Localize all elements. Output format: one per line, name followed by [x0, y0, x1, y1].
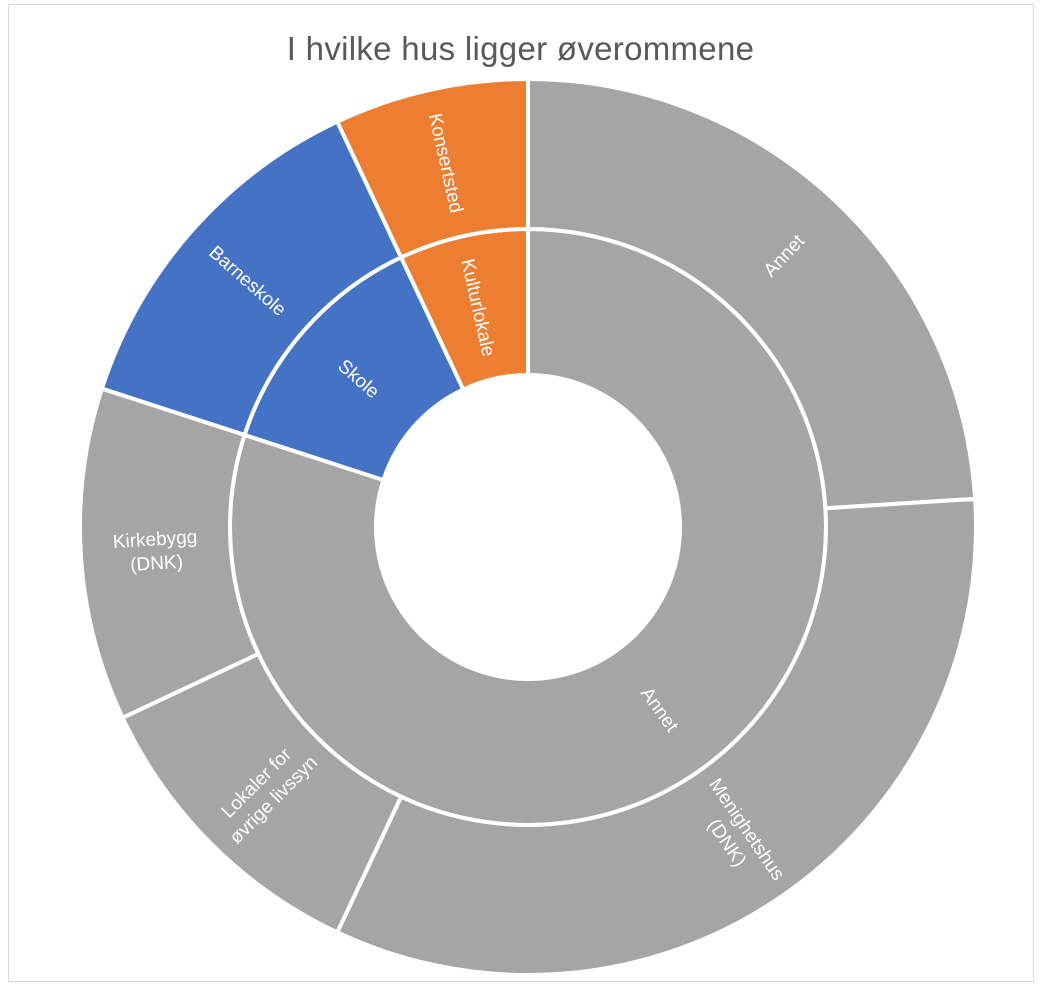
outer-segment-menighetshus-dnk [334, 496, 978, 977]
outer-segment-annet [526, 76, 978, 511]
chart-title: I hvilke hus ligger øverommene [286, 30, 755, 67]
outer-segment-konsertsted [334, 76, 530, 261]
